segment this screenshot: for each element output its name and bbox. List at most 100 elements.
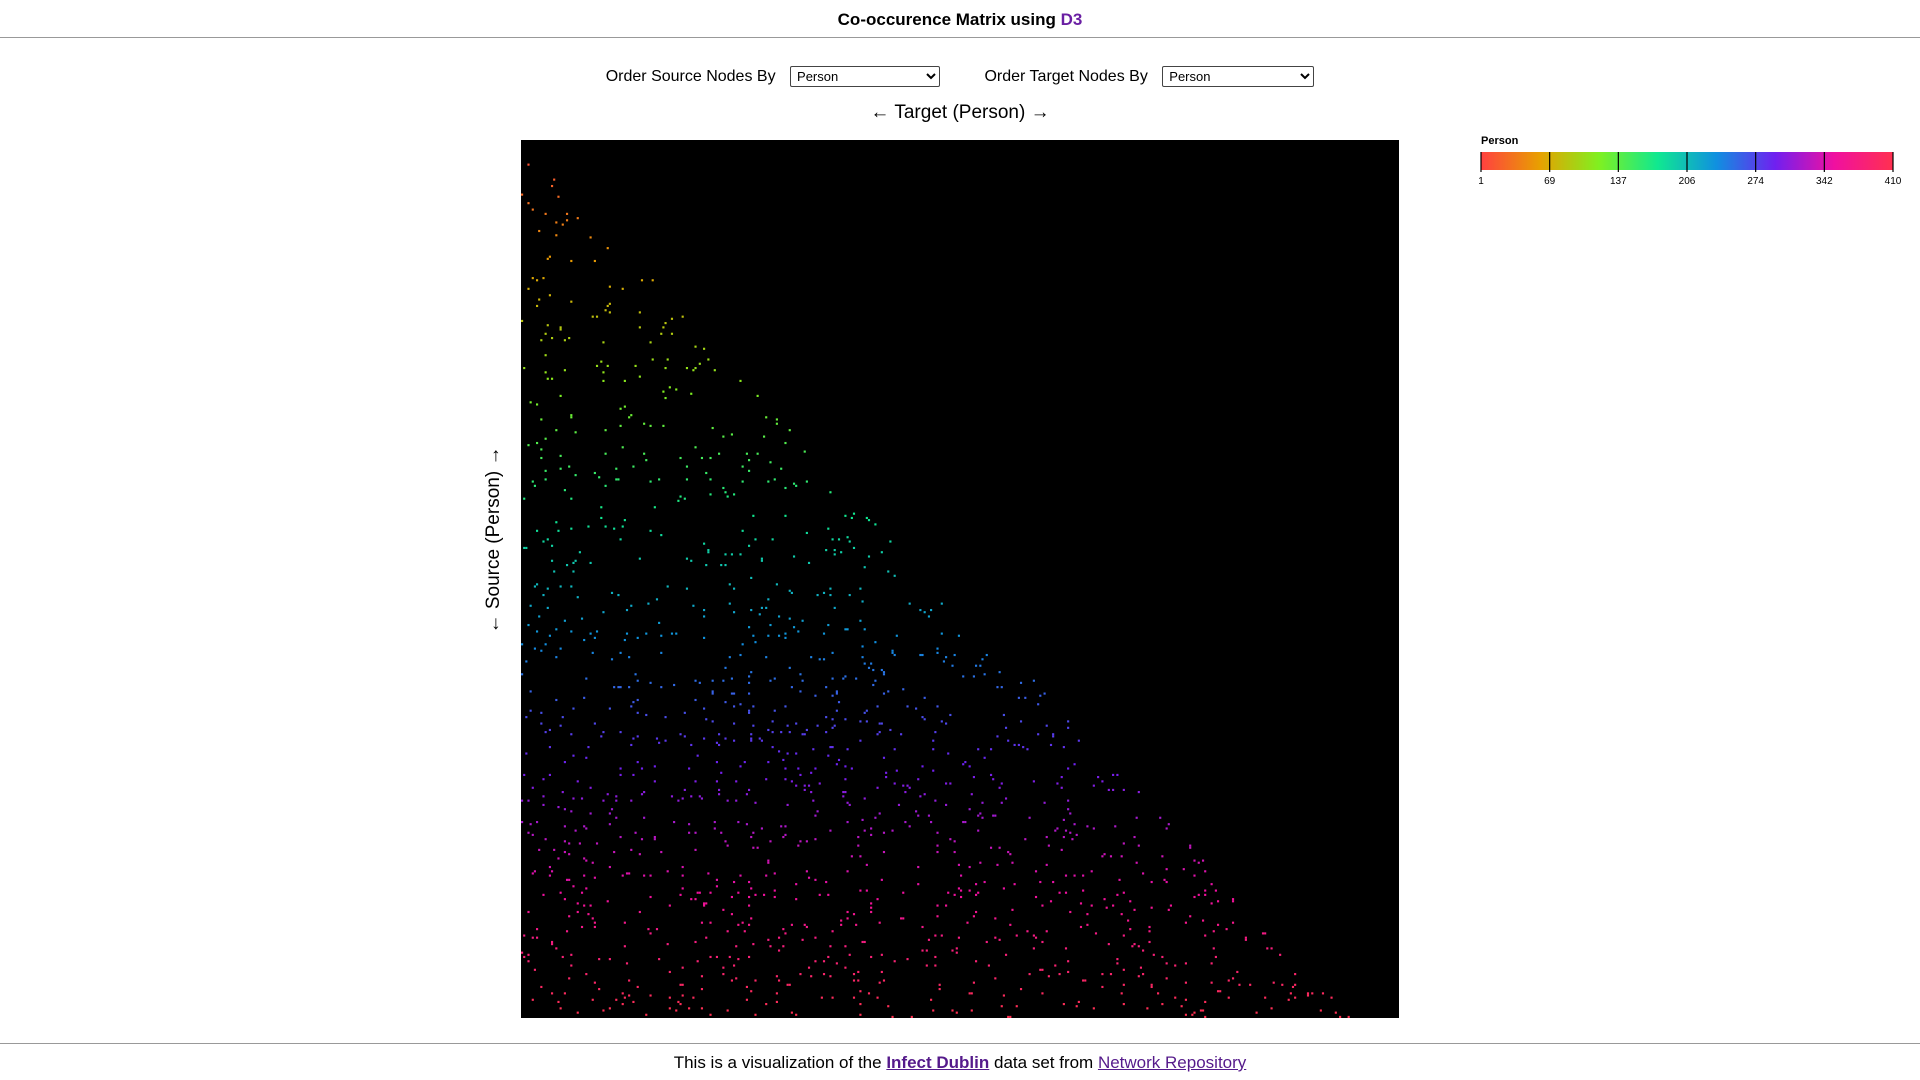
matrix-cell[interactable] (1306, 994, 1310, 997)
matrix-cell[interactable] (632, 465, 635, 468)
matrix-cell[interactable] (927, 938, 931, 941)
matrix-cell[interactable] (557, 857, 560, 860)
matrix-cell[interactable] (974, 910, 978, 914)
matrix-cell[interactable] (820, 996, 823, 999)
matrix-cell[interactable] (827, 527, 830, 530)
matrix-cell[interactable] (936, 705, 939, 708)
matrix-cell[interactable] (882, 756, 886, 759)
matrix-cell[interactable] (523, 497, 526, 500)
matrix-cell[interactable] (1199, 1009, 1202, 1012)
matrix-cell[interactable] (1255, 1011, 1258, 1014)
matrix-cell[interactable] (700, 921, 704, 924)
matrix-cell[interactable] (561, 223, 564, 226)
matrix-cell[interactable] (705, 564, 708, 567)
matrix-cell[interactable] (703, 608, 706, 612)
matrix-cell[interactable] (1086, 825, 1089, 828)
matrix-cell[interactable] (835, 763, 838, 766)
matrix-cell[interactable] (653, 780, 656, 783)
matrix-cell[interactable] (709, 1013, 712, 1016)
matrix-cell[interactable] (938, 988, 941, 991)
matrix-cell[interactable] (572, 561, 575, 565)
matrix-cell[interactable] (1064, 874, 1068, 877)
matrix-cell[interactable] (535, 529, 539, 532)
matrix-cell[interactable] (936, 647, 939, 650)
matrix-cell[interactable] (561, 791, 564, 794)
matrix-cell[interactable] (750, 917, 753, 920)
matrix-cell[interactable] (822, 973, 826, 976)
matrix-cell[interactable] (985, 940, 988, 944)
matrix-cell[interactable] (891, 1015, 894, 1018)
matrix-cell[interactable] (906, 958, 909, 961)
matrix-cell[interactable] (1161, 855, 1164, 858)
matrix-cell[interactable] (1165, 827, 1168, 830)
matrix-cell[interactable] (784, 833, 787, 836)
matrix-cell[interactable] (608, 823, 611, 826)
matrix-cell[interactable] (664, 739, 667, 742)
matrix-cell[interactable] (767, 480, 770, 483)
matrix-cell[interactable] (538, 298, 541, 301)
matrix-cell[interactable] (580, 797, 584, 800)
matrix-cell[interactable] (653, 765, 656, 768)
matrix-cell[interactable] (715, 741, 719, 744)
matrix-cell[interactable] (675, 1009, 678, 1012)
matrix-cell[interactable] (1210, 981, 1213, 984)
matrix-cell[interactable] (610, 591, 614, 594)
matrix-cell[interactable] (589, 904, 592, 907)
matrix-cell[interactable] (1193, 859, 1196, 862)
repository-link[interactable]: Network Repository (1097, 1053, 1247, 1072)
matrix-cell[interactable] (521, 193, 524, 196)
matrix-cell[interactable] (1180, 1005, 1183, 1008)
matrix-cell[interactable] (799, 973, 802, 976)
matrix-cell[interactable] (846, 820, 849, 824)
matrix-cell[interactable] (1122, 934, 1125, 937)
matrix-cell[interactable] (745, 985, 748, 989)
matrix-cell[interactable] (880, 953, 883, 956)
matrix-cell[interactable] (771, 538, 774, 541)
matrix-cell[interactable] (542, 540, 545, 543)
matrix-cell[interactable] (555, 429, 558, 432)
matrix-cell[interactable] (748, 923, 751, 926)
matrix-cell[interactable] (737, 820, 740, 824)
matrix-cell[interactable] (780, 731, 783, 734)
matrix-cell[interactable] (585, 827, 588, 830)
matrix-cell[interactable] (994, 917, 997, 920)
matrix-cell[interactable] (535, 820, 539, 824)
matrix-cell[interactable] (1281, 983, 1284, 986)
matrix-cell[interactable] (1047, 975, 1050, 978)
matrix-cell[interactable] (720, 771, 723, 774)
matrix-cell[interactable] (1024, 696, 1027, 699)
matrix-cell[interactable] (1120, 992, 1123, 995)
matrix-cell[interactable] (874, 523, 877, 526)
matrix-cell[interactable] (1019, 988, 1023, 991)
matrix-cell[interactable] (748, 709, 751, 712)
matrix-cell[interactable] (1041, 940, 1044, 944)
matrix-cell[interactable] (867, 992, 871, 995)
matrix-cell[interactable] (801, 733, 804, 736)
matrix-cell[interactable] (780, 467, 783, 470)
matrix-cell[interactable] (921, 716, 924, 719)
matrix-cell[interactable] (617, 593, 620, 597)
matrix-cell[interactable] (788, 429, 791, 432)
matrix-cell[interactable] (1116, 893, 1119, 896)
matrix-cell[interactable] (1086, 913, 1089, 916)
matrix-cell[interactable] (726, 930, 729, 933)
matrix-cell[interactable] (816, 724, 819, 727)
matrix-cell[interactable] (981, 658, 984, 661)
matrix-cell[interactable] (1067, 808, 1070, 811)
matrix-cell[interactable] (773, 895, 776, 899)
matrix-cell[interactable] (696, 960, 699, 963)
matrix-cell[interactable] (1306, 992, 1310, 995)
matrix-cell[interactable] (630, 743, 633, 747)
matrix-cell[interactable] (1294, 973, 1297, 976)
matrix-cell[interactable] (919, 795, 922, 798)
matrix-cell[interactable] (1013, 743, 1016, 747)
matrix-cell[interactable] (681, 887, 684, 890)
matrix-cell[interactable] (591, 651, 594, 654)
matrix-cell[interactable] (825, 880, 828, 884)
matrix-cell[interactable] (1264, 996, 1267, 999)
matrix-cell[interactable] (619, 538, 622, 541)
matrix-cell[interactable] (1122, 968, 1125, 971)
matrix-cell[interactable] (692, 604, 695, 607)
matrix-cell[interactable] (585, 677, 588, 680)
matrix-cell[interactable] (981, 816, 984, 819)
